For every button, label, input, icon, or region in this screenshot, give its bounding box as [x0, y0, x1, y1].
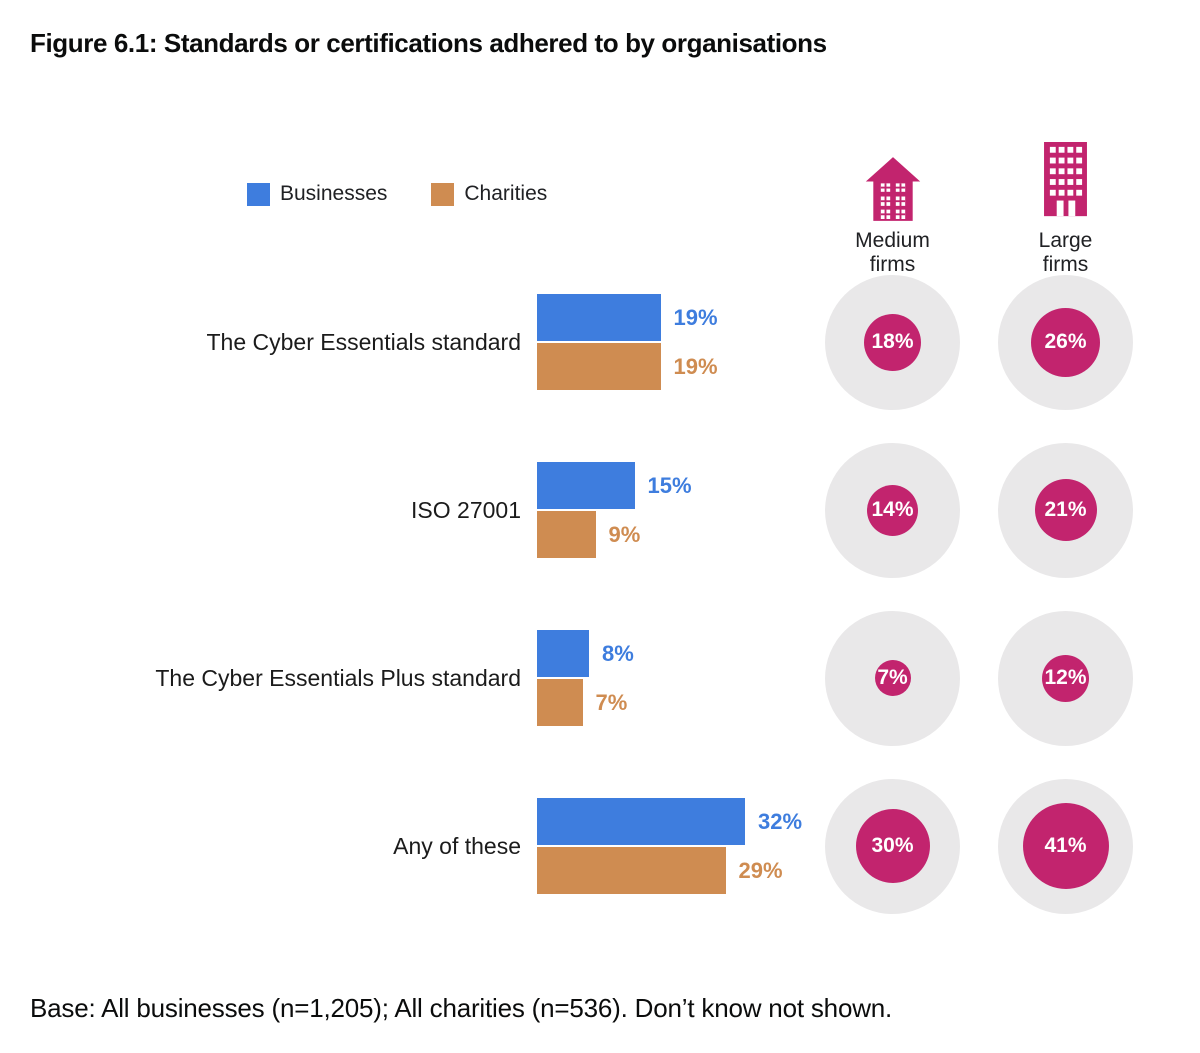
base-note: Base: All businesses (n=1,205); All char…	[30, 993, 893, 1023]
businesses-bar	[537, 462, 635, 509]
category-label: The Cyber Essentials Plus standard	[155, 664, 521, 691]
businesses-value-label: 15%	[647, 472, 692, 498]
legend-label-charities: Charities	[464, 182, 548, 205]
charities-bar-row: 19%	[537, 343, 825, 390]
medium-firms-bubble: 7%	[825, 610, 960, 746]
medium-firms-bubble-value: 18%	[864, 313, 921, 371]
businesses-value-label: 8%	[602, 640, 634, 666]
chart-row: The Cyber Essentials Plus standard 8% 7% 7%…	[0, 594, 1170, 762]
legend-item-businesses: Businesses	[247, 182, 387, 206]
large-firms-header: Large firms	[998, 136, 1133, 277]
large-firms-bubble-value: 12%	[1042, 654, 1089, 702]
medium-firms-bubble-value: 14%	[867, 484, 918, 536]
large-firms-bubble: 21%	[998, 442, 1133, 578]
charities-value-label: 19%	[673, 353, 718, 379]
category-label: Any of these	[393, 832, 521, 859]
large-firms-bubble-value: 41%	[1022, 803, 1109, 889]
medium-building-icon	[863, 136, 923, 222]
category-label: The Cyber Essentials standard	[206, 328, 522, 355]
large-firms-bubble-value: 21%	[1034, 479, 1097, 541]
medium-firms-bubble: 14%	[825, 442, 960, 578]
large-firms-label: Large firms	[1038, 229, 1093, 277]
charities-swatch-icon	[431, 182, 455, 206]
figure-title: Figure 6.1: Standards or certifications …	[30, 28, 827, 58]
businesses-bar-row: 32%	[537, 798, 825, 845]
chart-row: ISO 27001 15% 9% 14% 21%	[0, 426, 1170, 594]
medium-firms-bubble: 18%	[825, 274, 960, 410]
businesses-bar-row: 19%	[537, 294, 825, 341]
medium-firms-bubble: 30%	[825, 778, 960, 914]
charities-bar	[537, 511, 596, 558]
charities-bar-row: 9%	[537, 511, 825, 558]
businesses-bar	[537, 630, 589, 677]
charities-value-label: 9%	[608, 521, 641, 547]
charities-value-label: 29%	[738, 857, 783, 883]
charities-bar-row: 29%	[537, 847, 825, 894]
charities-bar-row: 7%	[537, 679, 825, 726]
businesses-bar	[537, 798, 745, 845]
medium-firms-bubble-value: 7%	[874, 660, 911, 696]
businesses-bar	[537, 294, 661, 341]
businesses-swatch-icon	[247, 182, 270, 206]
medium-firms-header: Medium firms	[825, 136, 960, 277]
bar-group: 19% 19%	[537, 294, 825, 390]
legend-label-businesses: Businesses	[280, 182, 388, 205]
charities-value-label: 7%	[595, 689, 628, 715]
medium-firms-bubble-value: 30%	[855, 809, 930, 883]
legend-item-charities: Charities	[431, 182, 547, 206]
category-label-cell: Any of these	[0, 833, 537, 860]
legend: Businesses Charities	[247, 182, 547, 206]
charities-bar	[537, 679, 583, 726]
large-firms-bubble: 12%	[998, 610, 1133, 746]
chart-row: The Cyber Essentials standard 19% 19% 18% 26…	[0, 258, 1170, 426]
category-label-cell: ISO 27001	[0, 497, 537, 524]
large-firms-bubble: 41%	[998, 778, 1133, 914]
chart-row: Any of these 32% 29% 30% 41%	[0, 762, 1170, 930]
charities-bar	[537, 343, 661, 390]
large-firms-bubble: 26%	[998, 274, 1133, 410]
bar-group: 8% 7%	[537, 630, 825, 726]
businesses-bar-row: 15%	[537, 462, 825, 509]
businesses-value-label: 19%	[673, 304, 718, 330]
bar-group: 32% 29%	[537, 798, 825, 894]
charities-bar	[537, 847, 726, 894]
category-label-cell: The Cyber Essentials Plus standard	[0, 665, 537, 692]
businesses-value-label: 32%	[758, 808, 803, 834]
category-label: ISO 27001	[411, 496, 521, 523]
bar-group: 15% 9%	[537, 462, 825, 558]
chart-rows: The Cyber Essentials standard 19% 19% 18% 26…	[0, 258, 1170, 930]
large-building-icon	[1042, 136, 1089, 222]
medium-firms-label: Medium firms	[855, 229, 930, 277]
category-label-cell: The Cyber Essentials standard	[0, 329, 537, 356]
large-firms-bubble-value: 26%	[1031, 307, 1100, 377]
businesses-bar-row: 8%	[537, 630, 825, 677]
